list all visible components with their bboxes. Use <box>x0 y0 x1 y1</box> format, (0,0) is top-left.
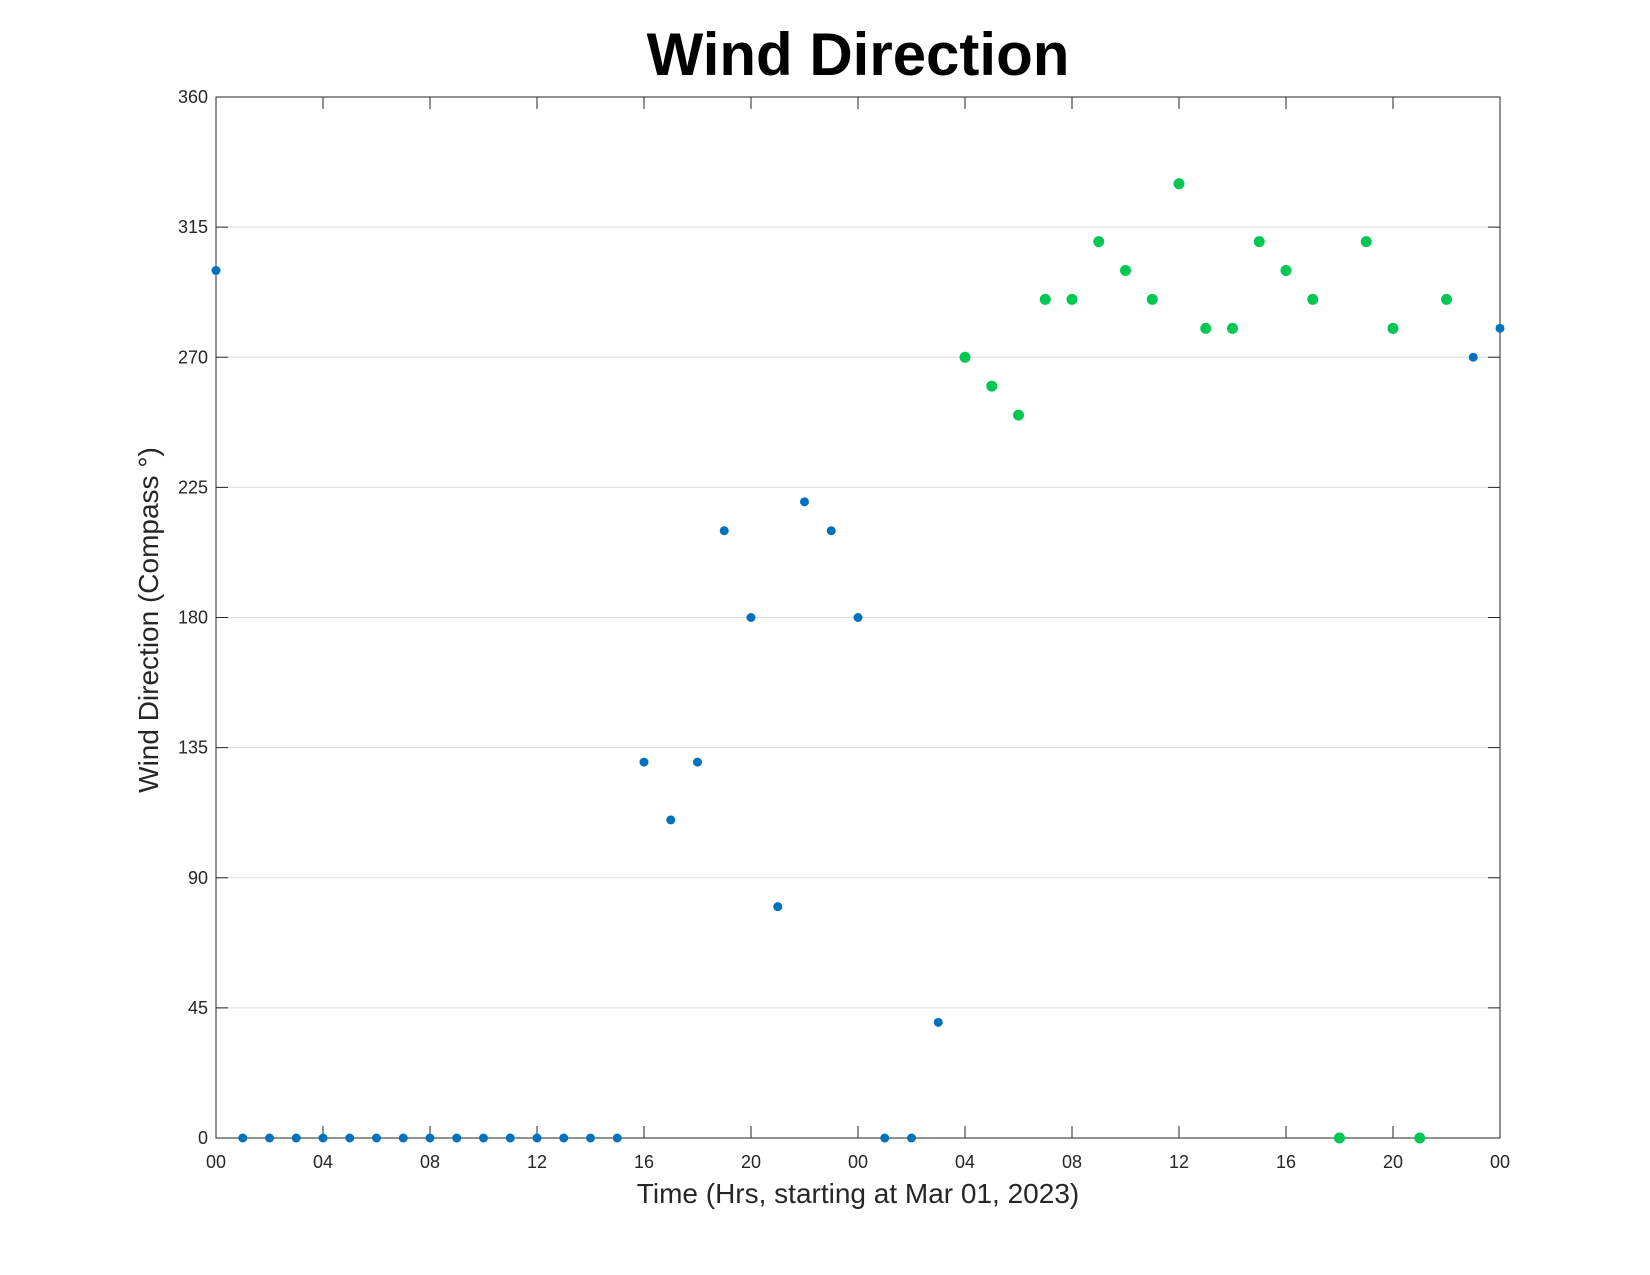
x-axis-ticks: 00 04 08 12 16 20 00 04 08 12 16 20 00 <box>206 97 1510 1172</box>
data-point <box>826 526 836 536</box>
data-point <box>1441 293 1452 305</box>
x-tick-label: 04 <box>313 1152 333 1172</box>
data-point <box>959 351 971 363</box>
data-point <box>1093 236 1105 248</box>
y-axis-label: Wind Direction (Compass °) <box>133 447 164 793</box>
data-point <box>1200 322 1212 334</box>
data-point <box>265 1133 274 1143</box>
data-point <box>1066 293 1078 305</box>
x-tick-label: 16 <box>634 1152 654 1172</box>
data-point <box>1495 323 1505 333</box>
data-point <box>532 1133 542 1143</box>
x-tick-label: 08 <box>420 1152 440 1172</box>
data-point <box>479 1133 488 1143</box>
data-point <box>853 613 863 622</box>
x-tick-label: 04 <box>955 1152 975 1172</box>
y-tick-label: 315 <box>178 217 208 237</box>
data-point <box>291 1133 301 1143</box>
data-point <box>318 1133 328 1143</box>
y-tick-label: 360 <box>178 87 208 107</box>
y-tick-label: 135 <box>178 738 208 758</box>
data-point <box>773 902 783 912</box>
data-point <box>1253 236 1265 248</box>
data-point <box>398 1133 408 1143</box>
data-point <box>1227 322 1238 334</box>
y-tick-label: 90 <box>188 868 208 888</box>
y-tick-label: 180 <box>178 608 208 628</box>
y-tick-label: 0 <box>198 1128 208 1148</box>
y-axis-ticks: 0 45 90 135 180 225 270 315 360 <box>178 87 1500 1148</box>
y-tick-label: 270 <box>178 347 208 367</box>
data-point <box>1387 322 1399 334</box>
x-tick-label: 20 <box>1383 1152 1403 1172</box>
chart-title: Wind Direction <box>647 21 1070 88</box>
data-point <box>1146 293 1158 305</box>
data-point <box>559 1133 569 1143</box>
data-point <box>586 1133 595 1143</box>
x-axis-label: Time (Hrs, starting at Mar 01, 2023) <box>637 1178 1079 1209</box>
data-point <box>746 613 756 622</box>
data-point <box>1307 293 1319 305</box>
x-tick-label: 12 <box>527 1152 547 1172</box>
y-tick-label: 45 <box>188 998 208 1018</box>
x-tick-label: 00 <box>1490 1152 1510 1172</box>
data-point <box>1360 236 1372 248</box>
data-point <box>425 1133 435 1143</box>
data-point <box>1280 265 1292 276</box>
data-point <box>986 380 998 392</box>
data-point <box>345 1133 355 1143</box>
data-point <box>639 757 649 767</box>
x-tick-label: 12 <box>1169 1152 1189 1172</box>
gridlines <box>216 226 1500 1009</box>
data-point <box>693 757 702 767</box>
x-tick-label: 00 <box>206 1152 226 1172</box>
data-points <box>211 178 1505 1144</box>
data-point <box>933 1017 943 1027</box>
data-point <box>452 1133 462 1143</box>
data-point <box>612 1133 622 1143</box>
data-point <box>1334 1132 1345 1144</box>
data-point <box>880 1133 890 1143</box>
data-point <box>800 497 809 507</box>
x-tick-label: 16 <box>1276 1152 1296 1172</box>
x-tick-label: 08 <box>1062 1152 1082 1172</box>
data-point <box>1039 293 1051 305</box>
data-point <box>1468 352 1478 362</box>
x-tick-label: 00 <box>848 1152 868 1172</box>
data-point <box>238 1133 248 1143</box>
data-point <box>372 1133 381 1143</box>
y-tick-label: 225 <box>178 477 208 497</box>
data-point <box>666 815 676 825</box>
data-point <box>907 1133 916 1143</box>
data-point <box>719 526 729 536</box>
data-point <box>211 266 221 275</box>
x-tick-label: 20 <box>741 1152 761 1172</box>
data-point <box>1414 1132 1426 1144</box>
data-point <box>1173 178 1185 190</box>
data-point <box>1013 409 1024 421</box>
data-point <box>1120 265 1131 276</box>
data-point <box>505 1133 515 1143</box>
